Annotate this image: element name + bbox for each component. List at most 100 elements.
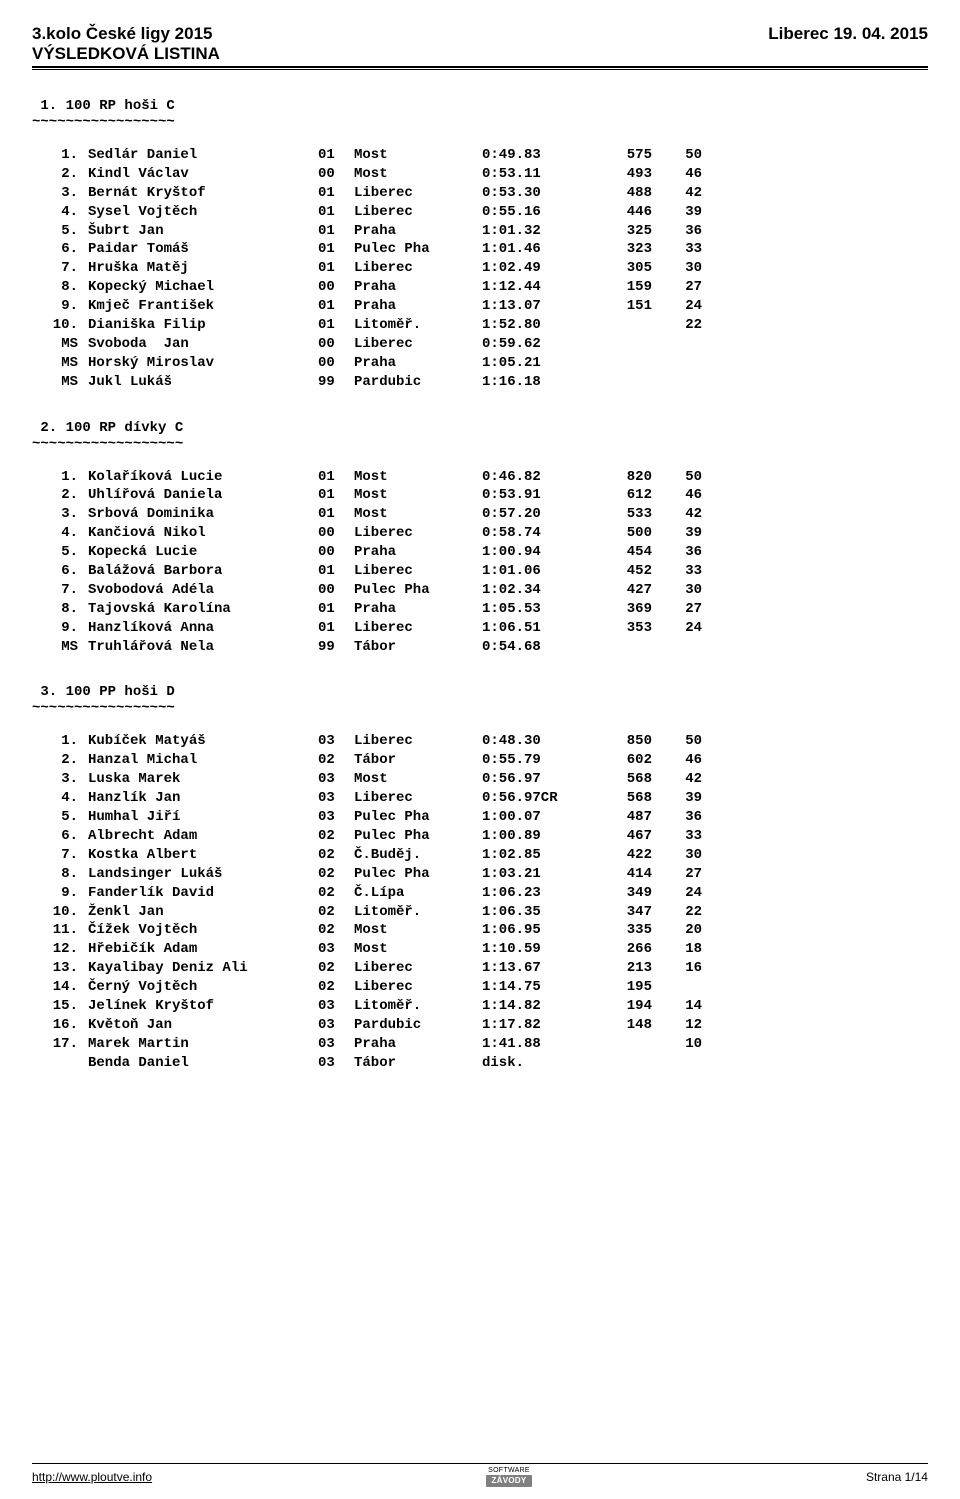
points-cell: 500: [592, 524, 652, 543]
time-cell: 0:56.97: [482, 770, 592, 789]
rank-cell: 8.: [32, 865, 88, 884]
rank-cell: 7.: [32, 581, 88, 600]
club-cell: Litoměř.: [354, 903, 482, 922]
points-cell: 568: [592, 770, 652, 789]
time-cell: 1:03.21: [482, 865, 592, 884]
year-cell: 02: [318, 865, 354, 884]
name-cell: Ženkl Jan: [88, 903, 318, 922]
name-cell: Humhal Jiří: [88, 808, 318, 827]
name-cell: Luska Marek: [88, 770, 318, 789]
table-row: 5.Humhal Jiří03Pulec Pha1:00.0748736: [32, 808, 928, 827]
table-row: MSTruhlářová Nela99Tábor0:54.68: [32, 638, 928, 657]
rank-cell: 10.: [32, 903, 88, 922]
year-cell: 02: [318, 751, 354, 770]
year-cell: 00: [318, 335, 354, 354]
table-row: 5.Kopecká Lucie00Praha1:00.9445436: [32, 543, 928, 562]
rank-cell: 7.: [32, 846, 88, 865]
name-cell: Dianiška Filip: [88, 316, 318, 335]
bonus-cell: 20: [652, 921, 702, 940]
rank-cell: 2.: [32, 165, 88, 184]
table-row: 15.Jelínek Kryštof03Litoměř.1:14.8219414: [32, 997, 928, 1016]
points-cell: 195: [592, 978, 652, 997]
name-cell: Jukl Lukáš: [88, 373, 318, 392]
name-cell: Květoň Jan: [88, 1016, 318, 1035]
time-cell: 1:05.53: [482, 600, 592, 619]
year-cell: 99: [318, 638, 354, 657]
bonus-cell: 10: [652, 1035, 702, 1054]
table-row: 2.Hanzal Michal02Tábor0:55.7960246: [32, 751, 928, 770]
club-cell: Liberec: [354, 959, 482, 978]
table-row: 7.Kostka Albert02Č.Buděj.1:02.8542230: [32, 846, 928, 865]
club-cell: Liberec: [354, 562, 482, 581]
rank-cell: 2.: [32, 751, 88, 770]
name-cell: Svobodová Adéla: [88, 581, 318, 600]
points-cell: 533: [592, 505, 652, 524]
year-cell: 01: [318, 316, 354, 335]
bonus-cell: [652, 638, 702, 657]
points-cell: 454: [592, 543, 652, 562]
time-cell: 1:16.18: [482, 373, 592, 392]
rank-cell: 1.: [32, 468, 88, 487]
club-cell: Pulec Pha: [354, 240, 482, 259]
table-row: 1.Sedlár Daniel01Most0:49.8357550: [32, 146, 928, 165]
time-cell: 1:06.23: [482, 884, 592, 903]
table-row: 10.Dianiška Filip01Litoměř.1:52.8022: [32, 316, 928, 335]
club-cell: Č.Lípa: [354, 884, 482, 903]
rank-cell: 1.: [32, 146, 88, 165]
bonus-cell: 30: [652, 846, 702, 865]
points-cell: 446: [592, 203, 652, 222]
name-cell: Kopecký Michael: [88, 278, 318, 297]
time-cell: 1:12.44: [482, 278, 592, 297]
section-separator: ~~~~~~~~~~~~~~~~~~: [32, 436, 928, 452]
points-cell: [592, 354, 652, 373]
name-cell: Sedlár Daniel: [88, 146, 318, 165]
table-row: 3.Srbová Dominika01Most0:57.2053342: [32, 505, 928, 524]
year-cell: 03: [318, 1054, 354, 1073]
points-cell: 213: [592, 959, 652, 978]
club-cell: Most: [354, 921, 482, 940]
table-row: 8.Kopecký Michael00Praha1:12.4415927: [32, 278, 928, 297]
name-cell: Horský Miroslav: [88, 354, 318, 373]
table-row: 14.Černý Vojtěch02Liberec1:14.75195: [32, 978, 928, 997]
rank-cell: 5.: [32, 222, 88, 241]
table-row: Benda Daniel03Tábordisk.: [32, 1054, 928, 1073]
footer-link[interactable]: http://www.ploutve.info: [32, 1470, 152, 1484]
bonus-cell: 18: [652, 940, 702, 959]
bonus-cell: 46: [652, 165, 702, 184]
club-cell: Litoměř.: [354, 316, 482, 335]
year-cell: 03: [318, 808, 354, 827]
rank-cell: 1.: [32, 732, 88, 751]
year-cell: 00: [318, 354, 354, 373]
club-cell: Most: [354, 146, 482, 165]
name-cell: Bernát Kryštof: [88, 184, 318, 203]
year-cell: 02: [318, 827, 354, 846]
club-cell: Liberec: [354, 789, 482, 808]
points-cell: 266: [592, 940, 652, 959]
rank-cell: 11.: [32, 921, 88, 940]
header-subtitle: VÝSLEDKOVÁ LISTINA: [32, 44, 928, 64]
points-cell: 159: [592, 278, 652, 297]
year-cell: 02: [318, 884, 354, 903]
bonus-cell: 50: [652, 732, 702, 751]
year-cell: 01: [318, 505, 354, 524]
bonus-cell: 42: [652, 505, 702, 524]
time-cell: 0:46.82: [482, 468, 592, 487]
name-cell: Paidar Tomáš: [88, 240, 318, 259]
bonus-cell: 30: [652, 581, 702, 600]
year-cell: 01: [318, 297, 354, 316]
time-cell: 1:06.95: [482, 921, 592, 940]
rank-cell: 6.: [32, 562, 88, 581]
rank-cell: 3.: [32, 184, 88, 203]
table-row: 6.Albrecht Adam02Pulec Pha1:00.8946733: [32, 827, 928, 846]
year-cell: 01: [318, 146, 354, 165]
name-cell: Kmječ František: [88, 297, 318, 316]
bonus-cell: 42: [652, 770, 702, 789]
rank-cell: MS: [32, 638, 88, 657]
club-cell: Praha: [354, 278, 482, 297]
year-cell: 00: [318, 524, 354, 543]
club-cell: Č.Buděj.: [354, 846, 482, 865]
points-cell: 452: [592, 562, 652, 581]
footer-logo: SOFTWARE ZÁVODY: [486, 1467, 531, 1487]
club-cell: Praha: [354, 543, 482, 562]
points-cell: 467: [592, 827, 652, 846]
